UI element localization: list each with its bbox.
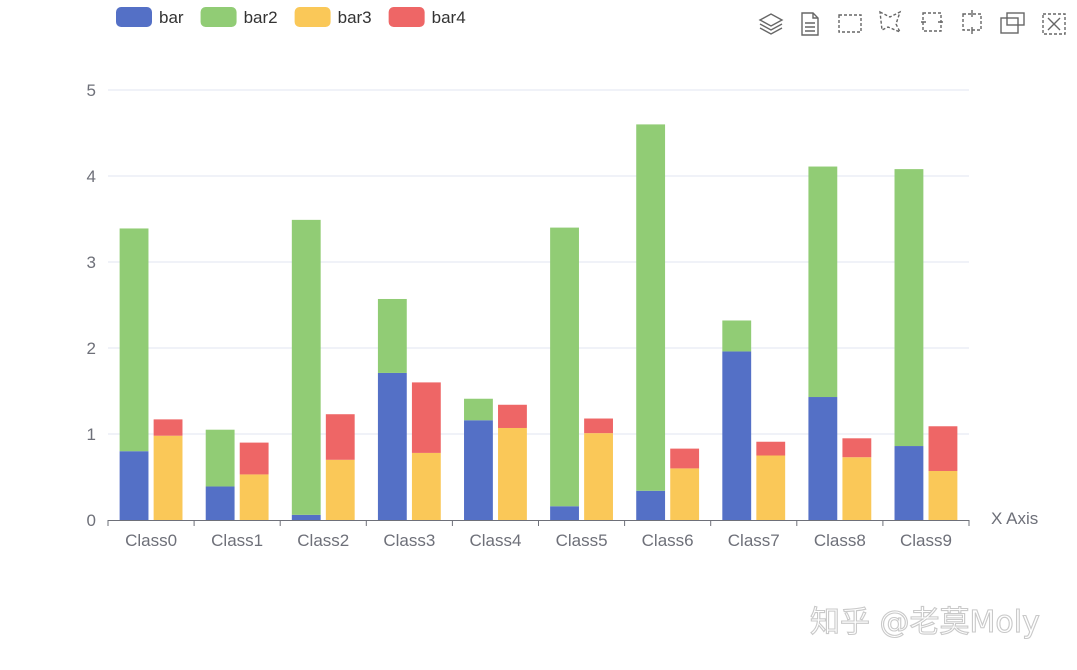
- x-axis: Class0 Class1 Class2 Class3 Class4 Class5 Clas…: [107, 520, 970, 550]
- bar-bar4-Class0[interactable]: [153, 419, 183, 436]
- bar-bar2-Class7[interactable]: [722, 320, 752, 352]
- bar-bar4-Class6[interactable]: [670, 448, 700, 469]
- bar-bar-Class5[interactable]: [550, 506, 579, 520]
- y-tick-label: 2: [87, 339, 96, 358]
- x-tick-label: Class2: [297, 531, 349, 550]
- bar-bar-Class8[interactable]: [808, 397, 838, 520]
- bar-bar4-Class9[interactable]: [928, 426, 958, 471]
- x-tick-label: Class0: [125, 531, 177, 550]
- bar-bar4-Class4[interactable]: [498, 404, 527, 428]
- legend-swatch: [388, 7, 425, 27]
- legend: bar bar2 bar3 bar4: [116, 7, 466, 27]
- bar-bar-Class0[interactable]: [119, 451, 149, 520]
- bar-bar-Class7[interactable]: [722, 351, 752, 520]
- legend-label: bar4: [432, 8, 466, 27]
- clear-select-icon[interactable]: [962, 10, 982, 34]
- y-tick-label: 0: [87, 511, 96, 530]
- keep-select-icon[interactable]: [921, 12, 943, 32]
- y-tick-label: 1: [87, 425, 96, 444]
- bar-bar-Class1[interactable]: [205, 486, 235, 520]
- bar-bar3-Class6[interactable]: [670, 468, 700, 520]
- legend-item-bar2[interactable]: bar2: [200, 7, 278, 27]
- bar-bar2-Class3[interactable]: [377, 298, 407, 373]
- bars: [119, 124, 958, 521]
- bar-bar4-Class2[interactable]: [325, 414, 355, 460]
- legend-swatch: [200, 7, 237, 27]
- legend-item-bar4[interactable]: bar4: [388, 7, 466, 27]
- y-axis: 0 1 2 3 4 5: [87, 81, 96, 530]
- grid-lines: [108, 89, 969, 435]
- rect-select-icon[interactable]: [838, 14, 862, 33]
- bar-bar3-Class8[interactable]: [842, 457, 872, 520]
- bar-bar4-Class3[interactable]: [411, 382, 441, 453]
- watermark: 知乎 @老莫Moly: [810, 605, 1040, 640]
- bar-bar3-Class9[interactable]: [928, 470, 958, 520]
- stack-icon[interactable]: [758, 13, 784, 35]
- y-tick-label: 5: [87, 81, 96, 100]
- bar-bar3-Class5[interactable]: [584, 433, 613, 520]
- bar-bar2-Class6[interactable]: [636, 124, 666, 491]
- bar-bar2-Class9[interactable]: [894, 169, 924, 447]
- bar-bar4-Class5[interactable]: [584, 418, 613, 434]
- bar-bar2-Class2[interactable]: [291, 219, 321, 515]
- x-tick-label: Class8: [814, 531, 866, 550]
- bar-bar4-Class1[interactable]: [239, 442, 269, 475]
- zoom-icon[interactable]: [1000, 12, 1025, 34]
- bar-bar3-Class1[interactable]: [239, 474, 269, 520]
- x-tick-label: Class3: [383, 531, 435, 550]
- bar-bar-Class9[interactable]: [894, 446, 924, 520]
- bar-bar-Class2[interactable]: [291, 514, 321, 520]
- bar-bar2-Class8[interactable]: [808, 166, 838, 398]
- bar-bar4-Class7[interactable]: [756, 441, 786, 456]
- bar-bar-Class6[interactable]: [636, 490, 666, 520]
- bar-bar-Class3[interactable]: [377, 372, 407, 520]
- x-tick-label: Class1: [211, 531, 263, 550]
- bar-bar4-Class8[interactable]: [842, 438, 872, 458]
- legend-label: bar: [159, 8, 184, 27]
- x-tick-label: Class6: [642, 531, 694, 550]
- bar-bar2-Class0[interactable]: [119, 228, 149, 452]
- x-tick-label: Class4: [469, 531, 521, 550]
- bar-bar3-Class7[interactable]: [756, 455, 786, 521]
- x-tick-label: Class9: [900, 531, 952, 550]
- x-tick-label: Class5: [556, 531, 608, 550]
- bar-bar3-Class0[interactable]: [153, 435, 183, 520]
- bar-bar2-Class4[interactable]: [464, 398, 493, 421]
- legend-item-bar3[interactable]: bar3: [294, 7, 372, 27]
- bar-bar3-Class2[interactable]: [325, 459, 355, 520]
- legend-label: bar3: [338, 8, 372, 27]
- bar-bar3-Class3[interactable]: [411, 452, 441, 520]
- legend-label: bar2: [244, 8, 278, 27]
- toolbox: [758, 10, 1066, 36]
- legend-swatch: [294, 7, 331, 27]
- x-tick-label: Class7: [728, 531, 780, 550]
- polygon-select-icon[interactable]: [879, 10, 902, 34]
- data-view-icon[interactable]: [801, 12, 819, 36]
- x-axis-name: X Axis: [991, 509, 1038, 528]
- zoom-reset-icon[interactable]: [1042, 13, 1066, 35]
- legend-item-bar[interactable]: bar: [116, 7, 184, 27]
- bar-bar2-Class5[interactable]: [550, 227, 579, 507]
- bar-bar-Class4[interactable]: [464, 420, 493, 520]
- y-tick-label: 4: [87, 167, 96, 186]
- bar-bar3-Class4[interactable]: [498, 427, 527, 520]
- y-tick-label: 3: [87, 253, 96, 272]
- legend-swatch: [116, 7, 152, 27]
- bar-bar2-Class1[interactable]: [205, 429, 235, 487]
